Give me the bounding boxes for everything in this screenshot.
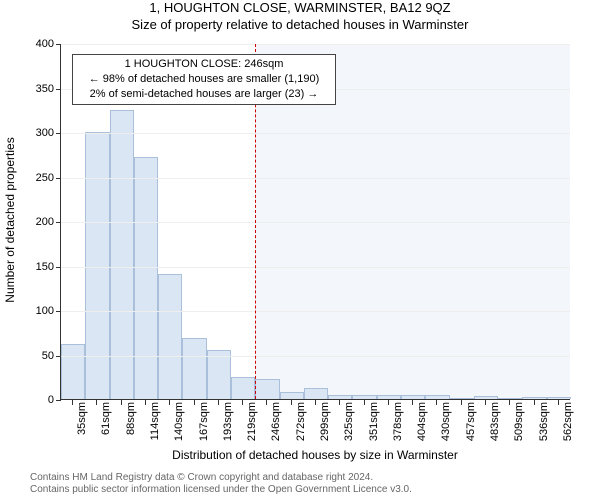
xtick-label: 246sqm (270, 402, 282, 441)
bar (158, 274, 182, 399)
annotation-line: ← 98% of detached houses are smaller (1,… (79, 72, 329, 87)
chart-subtitle: Size of property relative to detached ho… (0, 17, 600, 32)
footer-line-2: Contains public sector information licen… (30, 484, 412, 496)
xtick-label: 483sqm (489, 402, 501, 441)
xtick-label: 88sqm (125, 402, 137, 435)
ytick-label: 200 (36, 216, 54, 228)
bar (328, 395, 352, 399)
bar (304, 388, 328, 399)
xtick-mark (388, 400, 389, 405)
ytick-label: 350 (36, 83, 54, 95)
xtick-mark (121, 400, 122, 405)
xtick-mark (242, 400, 243, 405)
xtick-label: 351sqm (368, 402, 380, 441)
gridline-h (61, 178, 570, 179)
bar (134, 157, 158, 399)
xtick-label: 430sqm (440, 402, 452, 441)
xtick-label: 299sqm (319, 402, 331, 441)
ytick-label: 0 (48, 394, 54, 406)
xtick-label: 272sqm (295, 402, 307, 441)
xtick-mark (509, 400, 510, 405)
xtick-mark (291, 400, 292, 405)
bar (498, 398, 522, 399)
bar (85, 132, 109, 399)
y-axis-label: Number of detached properties (3, 137, 17, 302)
chart-container: 1, HOUGHTON CLOSE, WARMINSTER, BA12 9QZ … (0, 0, 600, 500)
xtick-mark (72, 400, 73, 405)
xtick-mark (412, 400, 413, 405)
ytick-mark (56, 133, 61, 134)
xtick-label: 193sqm (222, 402, 234, 441)
bar (280, 392, 304, 399)
bar (377, 395, 401, 399)
ytick-label: 300 (36, 127, 54, 139)
ytick-label: 100 (36, 305, 54, 317)
xtick-label: 404sqm (416, 402, 428, 441)
xtick-label: 457sqm (465, 402, 477, 441)
annotation-box: 1 HOUGHTON CLOSE: 246sqm← 98% of detache… (72, 54, 336, 105)
ytick-mark (56, 222, 61, 223)
ytick-mark (56, 89, 61, 90)
bar (207, 350, 231, 399)
xtick-mark (485, 400, 486, 405)
bar (522, 397, 546, 399)
xtick-mark (194, 400, 195, 405)
ytick-label: 150 (36, 261, 54, 273)
xtick-mark (436, 400, 437, 405)
gridline-h (61, 133, 570, 134)
bar (425, 395, 449, 399)
gridline-h (61, 311, 570, 312)
ytick-label: 250 (36, 172, 54, 184)
footer-text: Contains HM Land Registry data © Crown c… (30, 472, 412, 496)
gridline-h (61, 356, 570, 357)
ytick-label: 50 (42, 350, 54, 362)
bar (401, 395, 425, 399)
xtick-mark (364, 400, 365, 405)
xtick-label: 140sqm (173, 402, 185, 441)
xtick-mark (96, 400, 97, 405)
bar (182, 338, 206, 399)
ytick-mark (56, 311, 61, 312)
x-axis-label: Distribution of detached houses by size … (60, 448, 570, 462)
xtick-label: 325sqm (343, 402, 355, 441)
gridline-h (61, 44, 570, 45)
annotation-line: 2% of semi-detached houses are larger (2… (79, 87, 329, 102)
ytick-mark (56, 44, 61, 45)
annotation-line: 1 HOUGHTON CLOSE: 246sqm (79, 57, 329, 72)
xtick-mark (315, 400, 316, 405)
ytick-label: 400 (36, 38, 54, 50)
bar (547, 397, 571, 399)
xtick-label: 114sqm (149, 402, 161, 440)
bar (474, 396, 498, 399)
xtick-label: 219sqm (246, 402, 258, 441)
bar (255, 379, 279, 399)
gridline-h (61, 267, 570, 268)
xtick-mark (534, 400, 535, 405)
ytick-mark (56, 400, 61, 401)
xtick-mark (339, 400, 340, 405)
xtick-label: 562sqm (562, 402, 574, 441)
xtick-mark (266, 400, 267, 405)
xtick-mark (461, 400, 462, 405)
ytick-mark (56, 267, 61, 268)
bar (450, 398, 474, 399)
xtick-label: 536sqm (538, 402, 550, 441)
xtick-label: 378sqm (392, 402, 404, 441)
xtick-label: 35sqm (76, 402, 88, 435)
xtick-label: 509sqm (513, 402, 525, 441)
xtick-mark (558, 400, 559, 405)
xtick-mark (169, 400, 170, 405)
xtick-label: 61sqm (100, 402, 112, 435)
bar (352, 395, 376, 399)
xtick-mark (145, 400, 146, 405)
bar (231, 377, 255, 399)
bar (61, 344, 85, 399)
chart-top-title: 1, HOUGHTON CLOSE, WARMINSTER, BA12 9QZ (0, 0, 600, 15)
ytick-mark (56, 356, 61, 357)
gridline-h (61, 222, 570, 223)
ytick-mark (56, 178, 61, 179)
footer-line-1: Contains HM Land Registry data © Crown c… (30, 472, 412, 484)
xtick-label: 167sqm (198, 402, 210, 441)
xtick-mark (218, 400, 219, 405)
